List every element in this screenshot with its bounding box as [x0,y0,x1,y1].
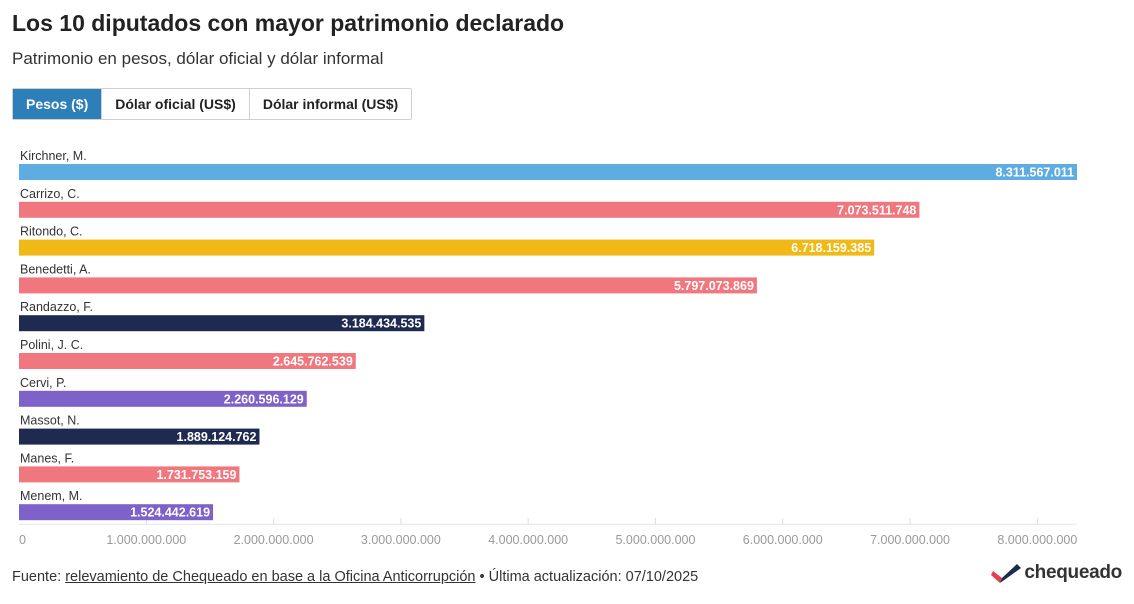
bar-category-label: Kirchner, M. [20,149,87,163]
update-date: • Última actualización: 07/10/2025 [475,569,699,585]
bar-category-label: Randazzo, F. [20,300,93,314]
x-tick-label: 4.000.000.000 [488,533,568,547]
source-link[interactable]: relevamiento de Chequeado en base a la O… [65,569,476,585]
x-tick-label: 2.000.000.000 [234,533,314,547]
bar [19,164,1077,180]
bar-category-label: Polini, J. C. [20,338,83,352]
chequeado-logo-icon [991,564,1022,583]
x-tick-label: 7.000.000.000 [870,533,950,547]
currency-tabs: Pesos ($) Dólar oficial (US$) Dólar info… [12,88,413,120]
chart-subtitle: Patrimonio en pesos, dólar oficial y dól… [12,49,384,68]
bar-chart: Kirchner, M. 8.311.567.011 Carrizo, C. 7.07… [19,149,1077,547]
bar-category-label: Massot, N. [20,414,80,428]
bar-value-label: 2.645.762.539 [273,355,353,369]
bar-value-label: 3.184.434.535 [341,317,421,331]
x-tick-label: 6.000.000.000 [743,533,823,547]
chequeado-logo[interactable]: chequeado [991,562,1122,584]
bar [19,504,214,521]
bar-value-label: 5.797.073.869 [674,279,754,293]
bar-value-label: 7.073.511.748 [837,203,916,217]
bar-value-label: 1.889.124.762 [177,430,257,444]
bar [19,353,356,369]
logo-text: chequeado [1024,562,1122,583]
bar-value-label: 6.718.159.385 [791,241,871,255]
x-tick-label: 3.000.000.000 [361,533,441,547]
bar-value-label: 1.731.753.159 [156,468,236,482]
tab-dolar-informal[interactable]: Dólar informal (US$) [249,89,412,119]
bar-value-label: 2.260.596.129 [224,392,304,406]
tab-dolar-oficial[interactable]: Dólar oficial (US$) [102,89,250,119]
bar-category-label: Carrizo, C. [20,187,80,201]
bar [19,201,920,218]
x-tick-label: 5.000.000.000 [615,533,695,547]
bar-category-label: Ritondo, C. [20,225,83,239]
bar [19,390,307,407]
x-tick-label: 0 [19,533,26,547]
source-prefix: Fuente: [12,569,66,585]
bar [19,277,757,294]
bar [19,315,425,332]
bar-category-label: Benedetti, A. [20,262,91,276]
tab-pesos[interactable]: Pesos ($) [13,89,103,119]
x-tick-label: 1.000.000.000 [106,533,186,547]
bar-category-label: Menem, M. [20,489,83,503]
bar-category-label: Cervi, P. [20,376,66,390]
bar [19,466,240,483]
source-footer: Fuente: relevamiento de Chequeado en bas… [12,569,698,585]
bar [19,428,260,445]
chart-title: Los 10 diputados con mayor patrimonio de… [12,10,565,36]
bar-value-label: 1.524.442.619 [130,506,210,520]
bar [19,239,875,256]
x-tick-label: 8.000.000.000 [997,533,1077,547]
bar-category-label: Manes, F. [20,451,74,465]
bar-value-label: 8.311.567.011 [995,166,1074,180]
